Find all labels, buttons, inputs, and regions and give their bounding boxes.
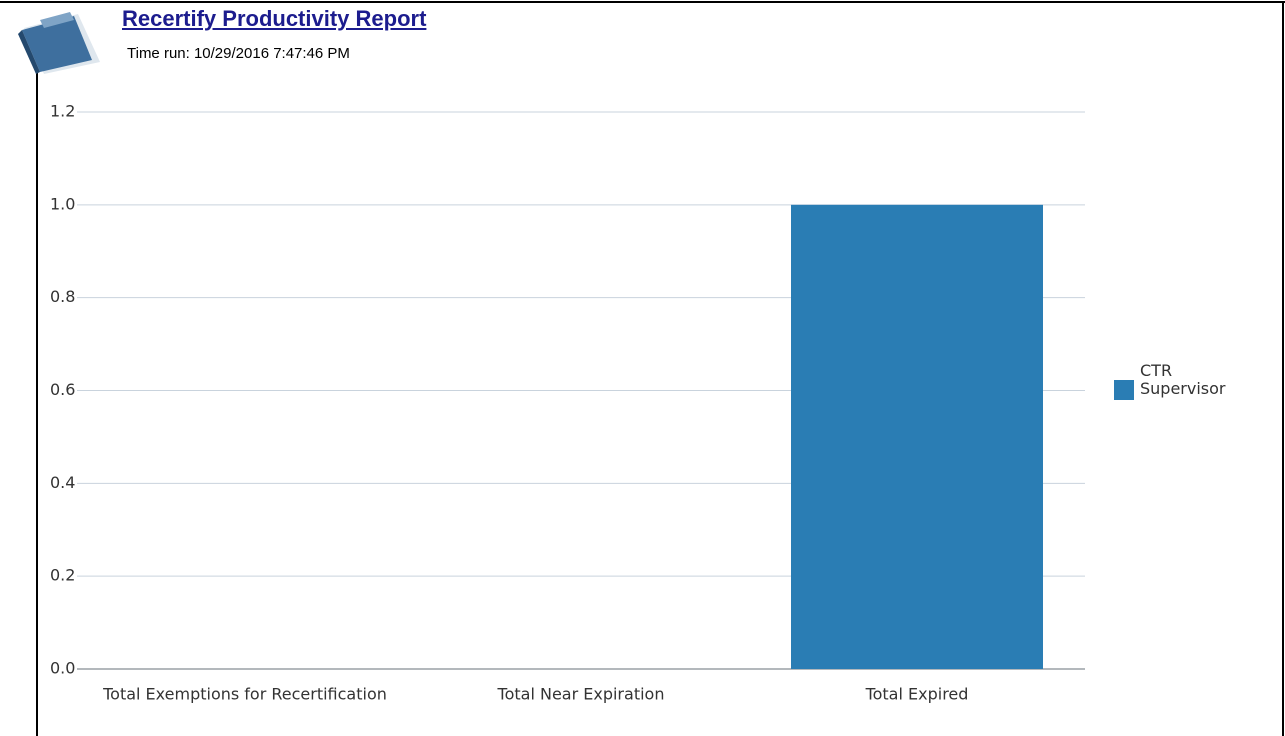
legend-label: CTR Supervisor [1140,361,1226,398]
x-tick-label: Total Expired [865,685,969,704]
report-title[interactable]: Recertify Productivity Report [122,6,427,31]
x-tick-label: Total Near Expiration [497,685,665,704]
time-run: Time run: 10/29/2016 7:47:46 PM [127,45,350,62]
legend-swatch [1114,380,1134,400]
y-tick-label: 0.2 [50,566,75,585]
y-tick-label: 0.8 [50,287,75,306]
bar [791,204,1043,670]
y-tick-label: 0.6 [50,380,75,399]
x-tick-label: Total Exemptions for Recertification [102,685,387,704]
y-tick-label: 0.0 [50,659,75,678]
y-tick-label: 0.4 [50,473,75,492]
y-tick-label: 1.2 [50,102,75,121]
report-icon [18,12,100,74]
y-tick-label: 1.0 [50,194,75,213]
